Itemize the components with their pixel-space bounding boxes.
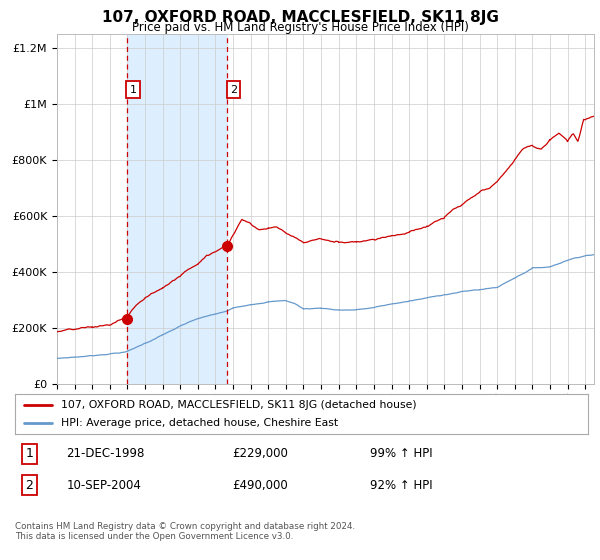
Text: £229,000: £229,000	[233, 447, 289, 460]
Text: 1: 1	[130, 85, 136, 95]
Text: 107, OXFORD ROAD, MACCLESFIELD, SK11 8JG (detached house): 107, OXFORD ROAD, MACCLESFIELD, SK11 8JG…	[61, 400, 416, 409]
Bar	[127, 34, 227, 384]
Text: Price paid vs. HM Land Registry's House Price Index (HPI): Price paid vs. HM Land Registry's House …	[131, 21, 469, 34]
Text: £490,000: £490,000	[233, 479, 289, 492]
Text: Contains HM Land Registry data © Crown copyright and database right 2024.
This d: Contains HM Land Registry data © Crown c…	[15, 522, 355, 542]
Text: 2: 2	[230, 85, 237, 95]
Text: 107, OXFORD ROAD, MACCLESFIELD, SK11 8JG: 107, OXFORD ROAD, MACCLESFIELD, SK11 8JG	[101, 10, 499, 25]
Text: 1: 1	[25, 447, 33, 460]
Text: 99% ↑ HPI: 99% ↑ HPI	[370, 447, 433, 460]
Text: HPI: Average price, detached house, Cheshire East: HPI: Average price, detached house, Ches…	[61, 418, 338, 428]
Text: 92% ↑ HPI: 92% ↑ HPI	[370, 479, 433, 492]
Text: 21-DEC-1998: 21-DEC-1998	[67, 447, 145, 460]
Text: 2: 2	[25, 479, 33, 492]
Text: 10-SEP-2004: 10-SEP-2004	[67, 479, 142, 492]
